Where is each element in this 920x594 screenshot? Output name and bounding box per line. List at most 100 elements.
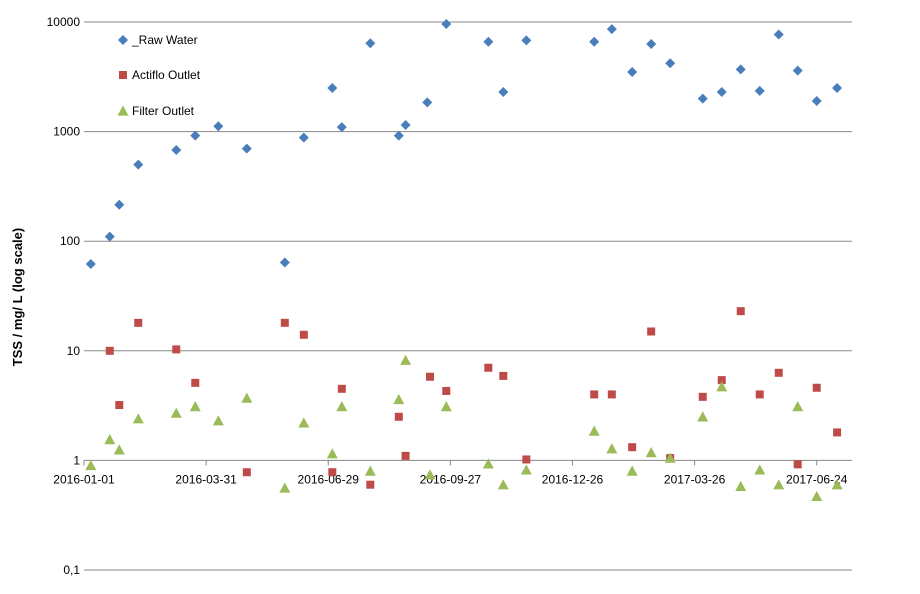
data-point [440,401,452,412]
data-point [393,393,405,405]
data-point [606,443,618,454]
data-point [189,401,201,412]
data-point [792,401,804,412]
x-axis: 2016-01-01 2016-03-31 2016-06-29 2016-09-27… [53,459,852,486]
data-point [716,381,728,392]
data-point [441,18,452,29]
data-point [279,257,290,268]
data-point [717,376,726,385]
data-point [279,482,291,493]
data-point [422,97,433,108]
data-point [191,378,200,387]
data-point [755,390,764,399]
data-point [115,401,124,410]
data-point [394,412,403,421]
legend-marker [117,105,129,116]
data-point [134,318,143,327]
legend: _Raw Water Actiflo Outlet Filter Outlet [117,33,201,118]
y-tick-label: 1000 [53,125,80,139]
data-point [754,464,766,475]
data-point [773,479,785,490]
data-point [664,452,676,463]
data-point [484,363,493,372]
data-point [171,144,182,155]
data-point [114,199,125,210]
data-point [812,383,821,392]
data-point [442,386,451,395]
y-axis-ticks: 0,1 1 10 100 1000 10000 [47,15,81,577]
data-point [337,384,346,393]
data-point [104,434,116,445]
data-point [105,346,114,355]
data-point [366,480,375,489]
data-point [522,455,531,464]
data-point [132,413,144,424]
y-tick-label: 100 [60,234,80,248]
data-point [327,82,338,93]
data-point [811,96,822,107]
data-point [104,231,115,242]
series-0 [85,18,843,269]
data-point [280,318,289,327]
data-point [212,415,224,426]
data-point [627,66,638,77]
data-point [735,64,746,75]
data-point [698,392,707,401]
data-point [365,38,376,49]
data-point [336,401,348,412]
legend-label: _Raw Water [131,33,198,47]
data-point [401,451,410,460]
data-point [499,371,508,380]
x-tick-label: 2017-03-26 [664,472,726,486]
data-point [400,119,411,130]
legend-label: Actiflo Outlet [132,68,201,82]
legend-marker [118,35,128,45]
data-point [606,24,617,35]
data-point [299,330,308,339]
data-point [590,390,599,399]
data-point [521,35,532,46]
data-point [242,468,251,477]
series-1 [105,307,842,489]
data-point [213,121,224,132]
data-point [665,58,676,69]
data-point [393,130,404,141]
data-point [626,465,638,476]
data-point [735,480,747,492]
x-tick-label: 2016-03-31 [175,472,237,486]
data-point [241,392,253,403]
y-tick-label: 10 [67,344,81,358]
data-point [336,122,347,133]
y-tick-label: 10000 [47,15,81,29]
x-tick-label: 2016-01-01 [53,472,115,486]
data-point [811,490,823,502]
data-point [190,130,201,141]
legend-marker [119,71,127,79]
data-point [774,368,783,377]
data-point [85,459,97,471]
data-point [520,464,532,475]
x-tick-label: 2016-09-27 [420,472,482,486]
data-point [833,428,842,437]
data-point [697,93,708,104]
data-point [424,469,436,480]
data-point [170,407,182,418]
data-point [241,143,252,154]
y-tick-label: 1 [73,453,80,467]
data-point [426,372,435,381]
data-point [716,86,727,97]
data-point [646,38,657,49]
x-tick-label: 2016-12-26 [542,472,604,486]
data-point [588,425,600,436]
data-point [697,411,709,422]
data-point [326,448,338,459]
data-point [482,458,494,469]
data-point [497,479,509,490]
data-point [607,390,616,399]
data-point [364,465,376,476]
data-point [832,82,843,93]
data-point [172,345,181,354]
data-point [736,307,745,316]
data-point [298,132,309,143]
